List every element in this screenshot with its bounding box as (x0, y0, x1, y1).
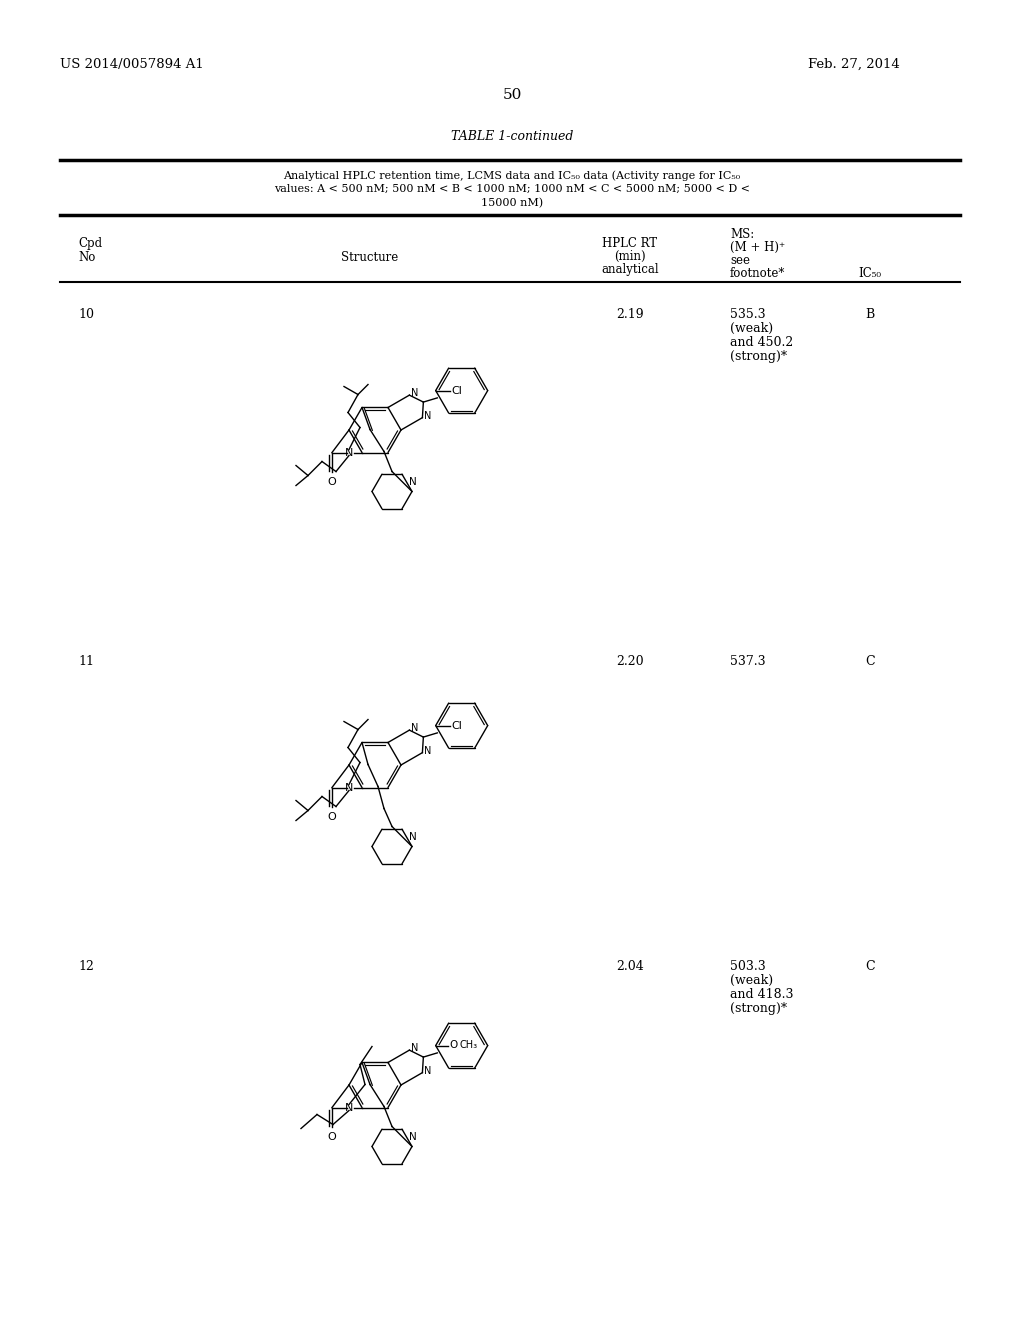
Text: O: O (328, 1131, 336, 1142)
Text: 2.04: 2.04 (616, 960, 644, 973)
Text: and 450.2: and 450.2 (730, 337, 794, 348)
Text: Cl: Cl (452, 721, 463, 730)
Text: C: C (865, 655, 874, 668)
Text: O: O (450, 1040, 458, 1049)
Text: 2.19: 2.19 (616, 308, 644, 321)
Text: (weak): (weak) (730, 322, 773, 335)
Text: footnote*: footnote* (730, 267, 785, 280)
Text: No: No (78, 251, 95, 264)
Text: TABLE 1-continued: TABLE 1-continued (451, 129, 573, 143)
Text: (weak): (weak) (730, 974, 773, 987)
Text: MS:: MS: (730, 228, 755, 242)
Text: and 418.3: and 418.3 (730, 987, 794, 1001)
Text: 12: 12 (78, 960, 94, 973)
Text: C: C (865, 960, 874, 973)
Text: N: N (412, 1043, 419, 1053)
Text: 503.3: 503.3 (730, 960, 766, 973)
Text: CH₃: CH₃ (460, 1040, 478, 1049)
Text: (min): (min) (614, 249, 646, 263)
Text: N: N (410, 1133, 417, 1143)
Text: Cl: Cl (452, 385, 463, 396)
Text: Structure: Structure (341, 251, 398, 264)
Text: (strong)*: (strong)* (730, 350, 787, 363)
Text: values: A < 500 nM; 500 nM < B < 1000 nM; 1000 nM < C < 5000 nM; 5000 < D <: values: A < 500 nM; 500 nM < B < 1000 nM… (274, 183, 750, 194)
Text: N: N (410, 833, 417, 842)
Text: N: N (345, 783, 353, 792)
Text: analytical: analytical (601, 263, 658, 276)
Text: N: N (424, 1065, 432, 1076)
Text: N: N (345, 447, 353, 458)
Text: N: N (424, 746, 432, 755)
Text: 11: 11 (78, 655, 94, 668)
Text: N: N (410, 478, 417, 487)
Text: B: B (865, 308, 874, 321)
Text: IC₅₀: IC₅₀ (858, 267, 882, 280)
Text: N: N (412, 388, 419, 399)
Text: 537.3: 537.3 (730, 655, 766, 668)
Text: 2.20: 2.20 (616, 655, 644, 668)
Text: 535.3: 535.3 (730, 308, 766, 321)
Text: 15000 nM): 15000 nM) (481, 198, 543, 209)
Text: (strong)*: (strong)* (730, 1002, 787, 1015)
Text: Analytical HPLC retention time, LCMS data and IC₅₀ data (Activity range for IC₅₀: Analytical HPLC retention time, LCMS dat… (284, 170, 740, 181)
Text: US 2014/0057894 A1: US 2014/0057894 A1 (60, 58, 204, 71)
Text: 10: 10 (78, 308, 94, 321)
Text: 50: 50 (503, 88, 521, 102)
Text: Feb. 27, 2014: Feb. 27, 2014 (808, 58, 900, 71)
Text: N: N (424, 411, 432, 421)
Text: N: N (345, 1102, 353, 1113)
Text: HPLC RT: HPLC RT (602, 238, 657, 249)
Text: O: O (328, 477, 336, 487)
Text: N: N (412, 723, 419, 733)
Text: Cpd: Cpd (78, 238, 102, 249)
Text: (M + H)⁺: (M + H)⁺ (730, 242, 785, 253)
Text: see: see (730, 253, 750, 267)
Text: O: O (328, 812, 336, 821)
